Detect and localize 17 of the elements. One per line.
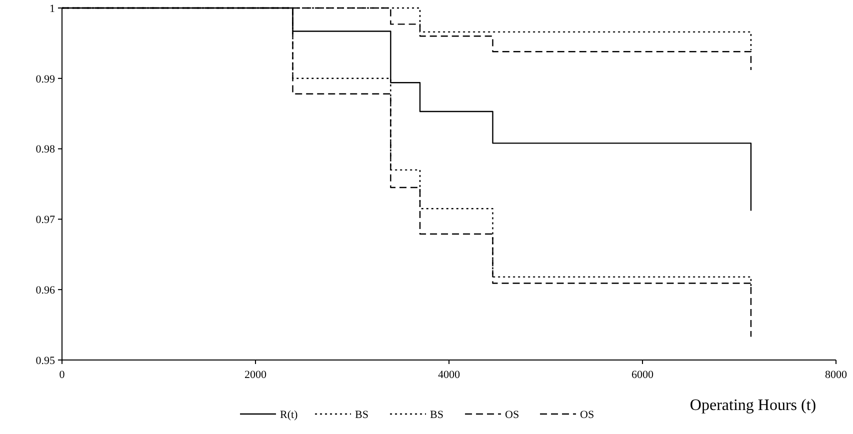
y-tick-label: 0.98: [36, 144, 56, 156]
legend-label: OS: [505, 409, 520, 421]
x-tick-label: 4000: [438, 369, 460, 381]
y-tick-label: 1: [50, 2, 55, 15]
x-tick-label: 6000: [632, 369, 654, 381]
legend-label: BS: [355, 409, 368, 421]
y-tick-label: 0.95: [36, 354, 56, 367]
legend-label: BS: [430, 409, 444, 421]
x-tick-label: 8000: [825, 369, 848, 381]
y-tick-label: 0.97: [36, 214, 56, 226]
y-tick-label: 0.96: [36, 284, 56, 296]
legend-label: R(t): [280, 409, 298, 421]
y-tick-label: 0.99: [36, 73, 56, 86]
legend-label: OS: [580, 409, 594, 421]
x-tick-label: 0: [59, 369, 66, 381]
x-tick-label: 2000: [244, 369, 267, 381]
x-axis-title: Operating Hours (t): [690, 397, 816, 414]
